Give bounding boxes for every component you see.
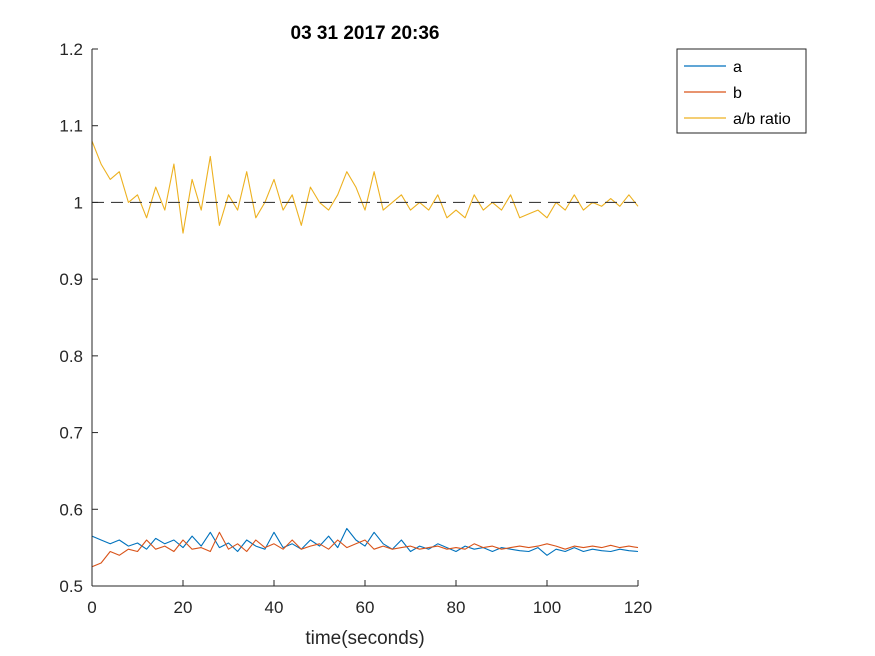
series-layer xyxy=(91,140,639,568)
series-line-b xyxy=(91,531,639,568)
y-tick-label: 1.2 xyxy=(59,40,83,59)
x-tick-label: 40 xyxy=(265,598,284,617)
y-tick-label: 1.1 xyxy=(59,117,83,136)
x-tick-label: 60 xyxy=(356,598,375,617)
legend-label-ratio: a/b ratio xyxy=(733,111,791,128)
x-axis-title: time(seconds) xyxy=(305,628,424,649)
x-tick-label: 0 xyxy=(87,598,96,617)
x-tick-label: 20 xyxy=(174,598,193,617)
x-tick-label: 120 xyxy=(624,598,652,617)
y-tick-label: 0.5 xyxy=(59,577,83,596)
legend: a b a/b ratio xyxy=(676,48,807,134)
y-tick-label: 0.6 xyxy=(59,500,83,519)
y-tick-label: 1 xyxy=(74,193,83,212)
ticks-layer: 0 20 40 60 80 100 120 0.5 0.6 0.7 0.8 0.9 1 1.1 1.2 xyxy=(59,40,652,617)
y-tick-label: 0.7 xyxy=(59,424,83,443)
x-tick-label: 80 xyxy=(447,598,466,617)
y-tick-label: 0.9 xyxy=(59,270,83,289)
series-line-a xyxy=(91,527,639,556)
legend-box xyxy=(676,48,807,134)
legend-label-a: a xyxy=(733,59,742,76)
chart-title: 03 31 2017 20:36 xyxy=(291,23,440,44)
series-line-ratio xyxy=(91,140,639,234)
x-tick-label: 100 xyxy=(533,598,561,617)
plot-area xyxy=(92,49,638,586)
y-tick-label: 0.8 xyxy=(59,347,83,366)
legend-label-b: b xyxy=(733,85,742,102)
